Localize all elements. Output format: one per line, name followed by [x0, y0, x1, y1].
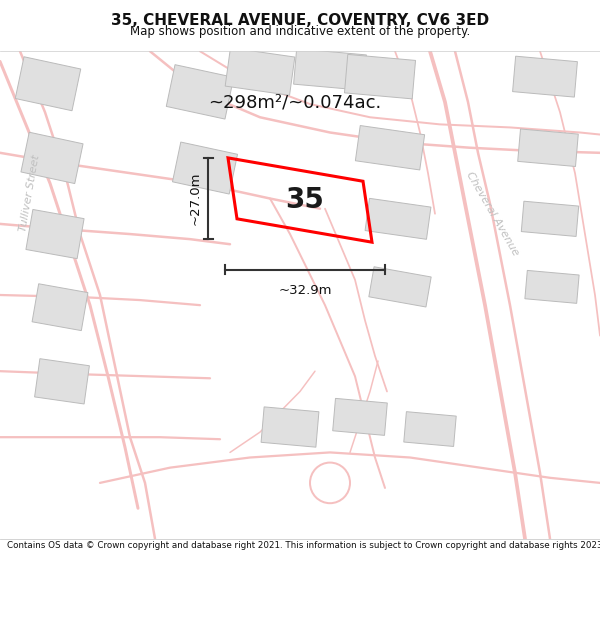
- Polygon shape: [15, 57, 81, 111]
- Polygon shape: [172, 142, 238, 194]
- Polygon shape: [26, 209, 84, 259]
- Polygon shape: [333, 398, 387, 436]
- Text: ~32.9m: ~32.9m: [278, 284, 332, 297]
- Text: Tulliver Street: Tulliver Street: [19, 154, 41, 232]
- Polygon shape: [293, 49, 367, 91]
- Polygon shape: [32, 284, 88, 331]
- Polygon shape: [166, 64, 234, 119]
- Text: Cheveral Avenue: Cheveral Avenue: [464, 170, 520, 258]
- Polygon shape: [225, 48, 295, 95]
- Polygon shape: [35, 359, 89, 404]
- Polygon shape: [369, 267, 431, 307]
- Polygon shape: [521, 201, 579, 236]
- Polygon shape: [518, 129, 578, 166]
- Text: ~298m²/~0.074ac.: ~298m²/~0.074ac.: [208, 93, 382, 111]
- Text: 35: 35: [286, 186, 325, 214]
- Text: ~27.0m: ~27.0m: [189, 172, 202, 225]
- Polygon shape: [21, 132, 83, 184]
- Polygon shape: [261, 407, 319, 447]
- Polygon shape: [512, 56, 577, 97]
- Polygon shape: [365, 198, 431, 239]
- Polygon shape: [344, 54, 416, 99]
- Polygon shape: [525, 271, 579, 303]
- Text: Contains OS data © Crown copyright and database right 2021. This information is : Contains OS data © Crown copyright and d…: [7, 541, 600, 551]
- Polygon shape: [404, 412, 456, 446]
- Text: 35, CHEVERAL AVENUE, COVENTRY, CV6 3ED: 35, CHEVERAL AVENUE, COVENTRY, CV6 3ED: [111, 12, 489, 28]
- Text: Map shows position and indicative extent of the property.: Map shows position and indicative extent…: [130, 26, 470, 39]
- Polygon shape: [355, 126, 425, 170]
